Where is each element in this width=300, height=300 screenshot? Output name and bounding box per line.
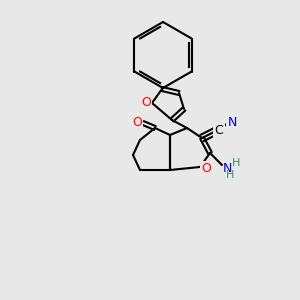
- Text: C: C: [214, 124, 224, 136]
- Text: O: O: [132, 116, 142, 128]
- Text: O: O: [141, 97, 151, 110]
- Text: H: H: [226, 170, 234, 180]
- Text: H: H: [232, 158, 240, 168]
- Text: N: N: [222, 161, 232, 175]
- Text: N: N: [227, 116, 237, 128]
- Text: O: O: [201, 163, 211, 176]
